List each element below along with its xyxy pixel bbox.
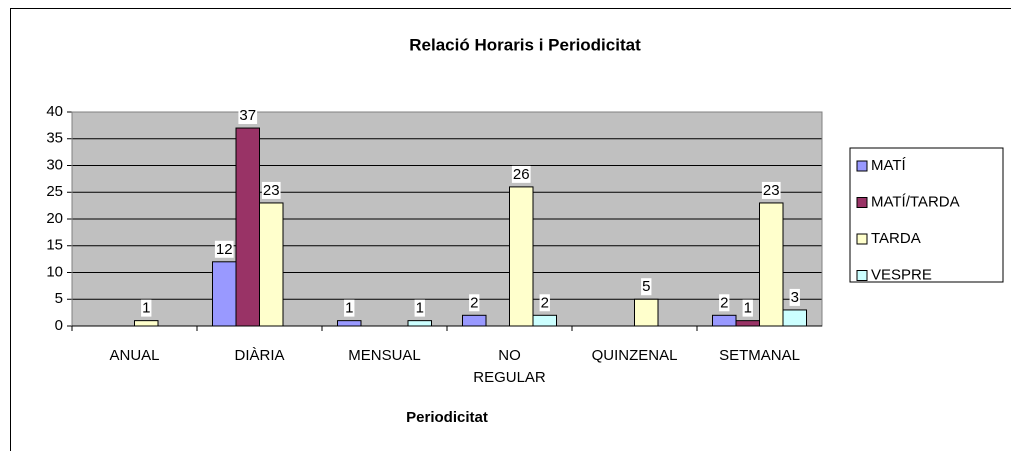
y-tick-label: 25: [46, 183, 63, 200]
data-label: 3: [791, 289, 799, 306]
bar: [532, 314, 557, 327]
data-label-group: 1: [414, 299, 425, 317]
x-tick-label: NO REGULAR: [473, 347, 546, 386]
bar: [759, 202, 784, 327]
data-label-bg: [761, 181, 781, 199]
data-label-group: 37: [238, 107, 258, 125]
data-label-bg: [469, 294, 480, 312]
data-label-bg: [344, 299, 355, 317]
bar: [235, 127, 260, 327]
y-tick-label: 10: [46, 263, 63, 280]
data-label: 1: [744, 300, 752, 317]
data-label: 1: [142, 300, 150, 317]
data-label-group: 2: [469, 294, 480, 312]
chart-title: Relació Horaris i Periodicitat: [409, 35, 641, 54]
bar: [337, 320, 362, 327]
data-label-bg: [641, 278, 652, 296]
data-label-bg: [414, 299, 425, 317]
y-tick-label: 40: [46, 103, 63, 120]
legend-label: TARDA: [871, 230, 921, 247]
bar: [634, 298, 659, 327]
legend-swatch: [856, 233, 868, 245]
y-tick-label: 5: [55, 290, 63, 307]
data-label-bg: [238, 107, 258, 125]
bar: [509, 186, 534, 327]
legend-label: MATÍ: [871, 157, 907, 174]
x-tick-label: MENSUAL: [348, 347, 421, 364]
data-label-group: 1: [344, 299, 355, 317]
data-label: 2: [541, 294, 549, 311]
data-label-group: 23: [261, 181, 281, 199]
y-tick-label: 0: [55, 317, 63, 334]
y-tick-label: 15: [46, 237, 63, 254]
bar: [407, 320, 432, 327]
x-axis-title: Periodicitat: [406, 409, 488, 426]
data-label-group: 26: [511, 165, 531, 183]
data-label: 12: [216, 241, 233, 258]
y-tick-label: 20: [46, 210, 63, 227]
data-label-bg: [511, 165, 531, 183]
legend-swatch: [856, 270, 868, 281]
bar: [782, 309, 807, 327]
legend-swatch: [856, 197, 868, 208]
y-tick-label: 30: [46, 156, 63, 173]
bar: [712, 314, 737, 327]
x-tick-label: ANUAL: [109, 347, 160, 364]
data-label: 37: [239, 107, 256, 124]
data-label-bg: [214, 240, 234, 258]
data-label: 26: [513, 166, 530, 183]
bar: [134, 320, 159, 327]
data-label-bg: [789, 288, 800, 306]
data-label-bg: [742, 299, 753, 317]
y-tick-label: 35: [46, 130, 63, 147]
data-label-bg: [141, 299, 152, 317]
data-label: 23: [763, 182, 780, 199]
data-label: 23: [263, 182, 280, 199]
data-label: 5: [642, 278, 650, 295]
data-label-group: 12: [214, 240, 234, 258]
data-label: 1: [345, 300, 353, 317]
data-label-group: 3: [789, 288, 800, 306]
bar: [212, 261, 237, 327]
bar: [462, 314, 487, 327]
x-tick-label: DIÀRIA: [234, 347, 285, 364]
data-label-group: 23: [761, 181, 781, 199]
data-label: 2: [470, 294, 478, 311]
bar: [259, 202, 284, 327]
x-tick-label: SETMANAL: [719, 347, 800, 364]
x-tick-label: QUINZENAL: [591, 347, 678, 364]
legend-swatch: [856, 160, 868, 172]
data-label-bg: [261, 181, 281, 199]
data-label-group: 1: [141, 299, 152, 317]
data-label: 1: [416, 300, 424, 317]
data-label-bg: [539, 294, 550, 312]
data-label-group: 1: [742, 299, 753, 317]
bar: [735, 320, 760, 327]
data-label: 2: [720, 294, 728, 311]
legend-label: VESPRE: [871, 266, 932, 283]
data-label-group: 5: [641, 278, 652, 296]
legend-label: MATÍ/TARDA: [871, 193, 960, 210]
data-label-bg: [719, 294, 730, 312]
data-label-group: 2: [719, 294, 730, 312]
legend-box: [849, 147, 1004, 283]
data-label-group: 2: [539, 294, 550, 312]
